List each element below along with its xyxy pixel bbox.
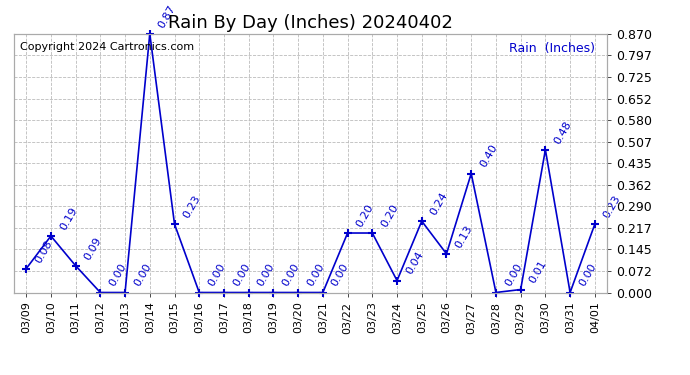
Text: 0.01: 0.01 bbox=[528, 259, 549, 285]
Text: Rain  (Inches): Rain (Inches) bbox=[509, 42, 595, 54]
Title: Rain By Day (Inches) 20240402: Rain By Day (Inches) 20240402 bbox=[168, 14, 453, 32]
Text: 0.23: 0.23 bbox=[602, 194, 623, 220]
Text: Copyright 2024 Cartronics.com: Copyright 2024 Cartronics.com bbox=[20, 42, 194, 51]
Text: 0.00: 0.00 bbox=[305, 262, 326, 288]
Text: 0.00: 0.00 bbox=[231, 262, 252, 288]
Text: 0.00: 0.00 bbox=[107, 262, 128, 288]
Text: 0.00: 0.00 bbox=[206, 262, 227, 288]
Text: 0.00: 0.00 bbox=[577, 262, 598, 288]
Text: 0.00: 0.00 bbox=[132, 262, 153, 288]
Text: 0.04: 0.04 bbox=[404, 250, 425, 276]
Text: 0.19: 0.19 bbox=[58, 206, 79, 232]
Text: 0.00: 0.00 bbox=[503, 262, 524, 288]
Text: 0.48: 0.48 bbox=[552, 119, 573, 146]
Text: 0.87: 0.87 bbox=[157, 3, 178, 30]
Text: 0.09: 0.09 bbox=[83, 235, 104, 262]
Text: 0.00: 0.00 bbox=[280, 262, 302, 288]
Text: 0.20: 0.20 bbox=[355, 202, 375, 229]
Text: 0.13: 0.13 bbox=[453, 224, 475, 250]
Text: 0.40: 0.40 bbox=[478, 143, 499, 170]
Text: 0.24: 0.24 bbox=[428, 190, 450, 217]
Text: 0.20: 0.20 bbox=[380, 202, 400, 229]
Text: 0.23: 0.23 bbox=[181, 194, 202, 220]
Text: 0.08: 0.08 bbox=[33, 238, 54, 264]
Text: 0.00: 0.00 bbox=[330, 262, 351, 288]
Text: 0.00: 0.00 bbox=[255, 262, 277, 288]
